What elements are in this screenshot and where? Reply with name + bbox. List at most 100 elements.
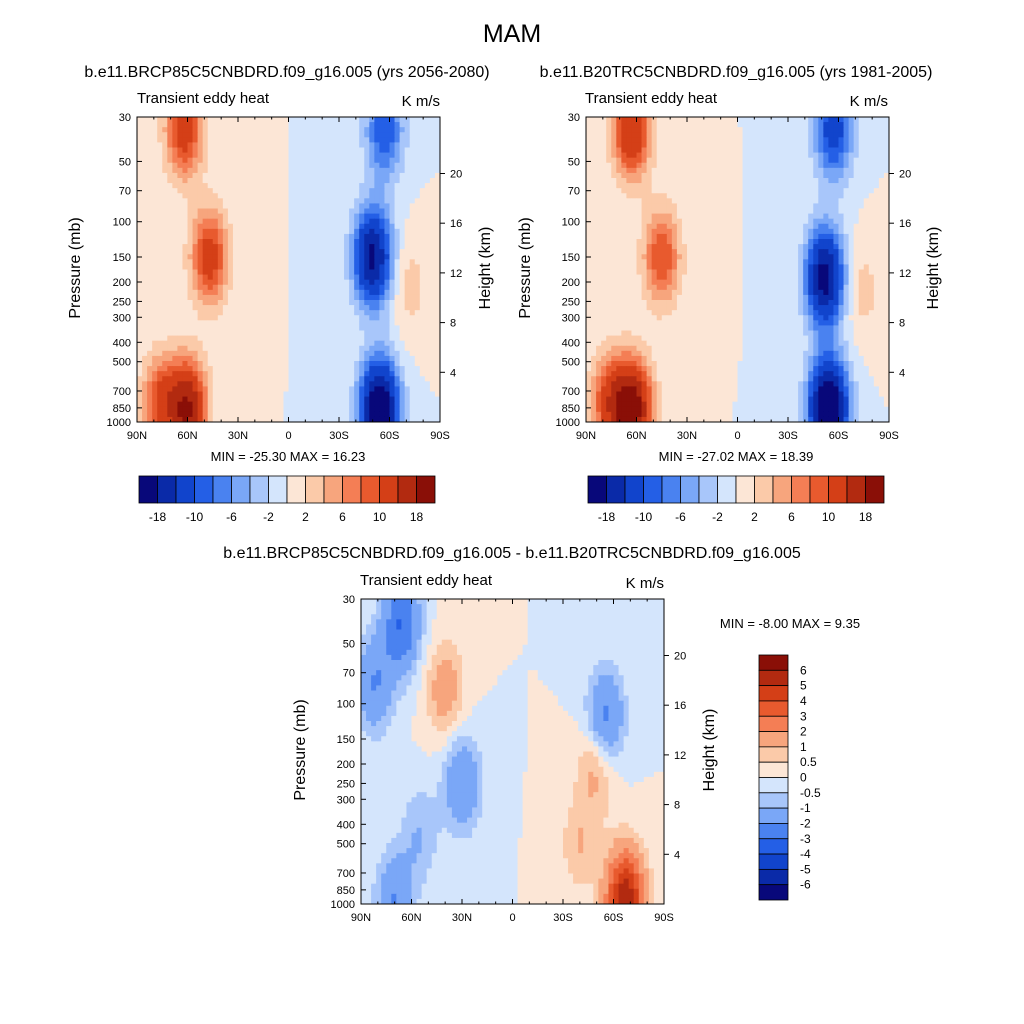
contour-cell <box>354 284 360 291</box>
contour-cell <box>268 396 274 403</box>
contour-cell <box>616 152 622 159</box>
contour-cell <box>182 183 188 189</box>
contour-cell <box>253 228 259 235</box>
contour-cell <box>379 178 385 184</box>
contour-cell <box>601 208 607 214</box>
contour-cell <box>167 213 173 220</box>
contour-cell <box>878 117 885 123</box>
contour-cell <box>883 152 890 159</box>
contour-cell <box>757 167 764 174</box>
contour-cell <box>777 152 784 159</box>
contour-cell <box>167 167 173 174</box>
contour-cell <box>172 193 178 199</box>
contour-cell <box>167 386 173 392</box>
contour-cell <box>177 355 183 362</box>
contour-cell <box>762 203 769 209</box>
contour-cell <box>253 157 259 164</box>
contour-cell <box>803 117 809 123</box>
contour-cell <box>147 152 153 159</box>
contour-cell <box>873 137 880 143</box>
contour-cell <box>152 239 158 245</box>
contour-cell <box>429 345 436 352</box>
contour-cell <box>217 396 224 403</box>
contour-cell <box>227 416 234 423</box>
contour-cell <box>384 249 390 255</box>
contour-cell <box>142 279 148 286</box>
contour-cell <box>212 172 219 179</box>
contour-cell <box>172 416 178 423</box>
contour-cell <box>671 178 678 184</box>
contour-cell <box>868 203 875 209</box>
contour-cell <box>369 193 375 199</box>
contour-cell <box>863 188 870 194</box>
contour-cell <box>384 391 390 397</box>
contour-cell <box>212 157 219 164</box>
contour-cell <box>354 137 360 143</box>
contour-cell <box>359 274 365 281</box>
contour-cell <box>389 188 395 194</box>
contour-cell <box>399 183 406 189</box>
contour-cell <box>253 340 259 347</box>
contour-cell <box>394 223 400 230</box>
contour-cell <box>339 289 345 296</box>
contour-cell <box>157 289 163 296</box>
contour-cell <box>152 157 158 164</box>
contour-cell <box>354 162 360 169</box>
contour-cell <box>777 183 784 189</box>
contour-cell <box>364 249 370 255</box>
contour-cell <box>308 274 315 281</box>
contour-cell <box>283 376 289 382</box>
contour-cell <box>318 259 325 265</box>
contour-cell <box>227 152 234 159</box>
contour-cell <box>303 178 310 184</box>
contour-cell <box>212 315 219 321</box>
contour-cell <box>858 208 865 214</box>
contour-cell <box>727 183 733 189</box>
contour-cell <box>303 147 310 153</box>
contour-cell <box>207 300 214 306</box>
contour-cell <box>323 361 330 367</box>
contour-cell <box>222 203 229 209</box>
contour-cell <box>303 274 310 281</box>
contour-cell <box>283 315 289 321</box>
contour-cell <box>364 218 370 225</box>
contour-cell <box>283 279 289 286</box>
contour-cell <box>162 416 168 423</box>
contour-cell <box>702 172 708 179</box>
contour-cell <box>278 371 284 377</box>
contour-cell <box>162 218 168 225</box>
contour-cell <box>641 178 647 184</box>
contour-cell <box>288 340 294 347</box>
contour-cell <box>379 345 385 352</box>
contour-cell <box>868 122 875 128</box>
contour-cell <box>187 244 193 250</box>
contour-cell <box>333 345 340 352</box>
contour-cell <box>258 396 264 403</box>
contour-cell <box>404 355 411 362</box>
contour-cell <box>737 183 743 189</box>
contour-cell <box>273 239 279 245</box>
contour-cell <box>354 132 360 138</box>
contour-cell <box>167 411 173 418</box>
contour-cell <box>333 396 340 403</box>
contour-cell <box>409 183 416 189</box>
contour-cell <box>389 264 395 270</box>
contour-cell <box>434 355 441 362</box>
contour-cell <box>293 152 299 159</box>
contour-cell <box>308 172 315 179</box>
contour-cell <box>232 249 239 255</box>
contour-cell <box>803 137 809 143</box>
contour-cell <box>631 203 637 209</box>
contour-cell <box>308 289 315 296</box>
contour-cell <box>243 264 249 270</box>
contour-cell <box>712 152 718 159</box>
contour-cell <box>651 162 658 169</box>
contour-cell <box>586 142 592 148</box>
contour-cell <box>318 127 325 133</box>
contour-cell <box>344 233 350 240</box>
contour-cell <box>177 249 183 255</box>
contour-cell <box>303 279 310 286</box>
contour-cell <box>298 198 305 204</box>
contour-cell <box>873 213 880 220</box>
contour-cell <box>399 284 406 291</box>
